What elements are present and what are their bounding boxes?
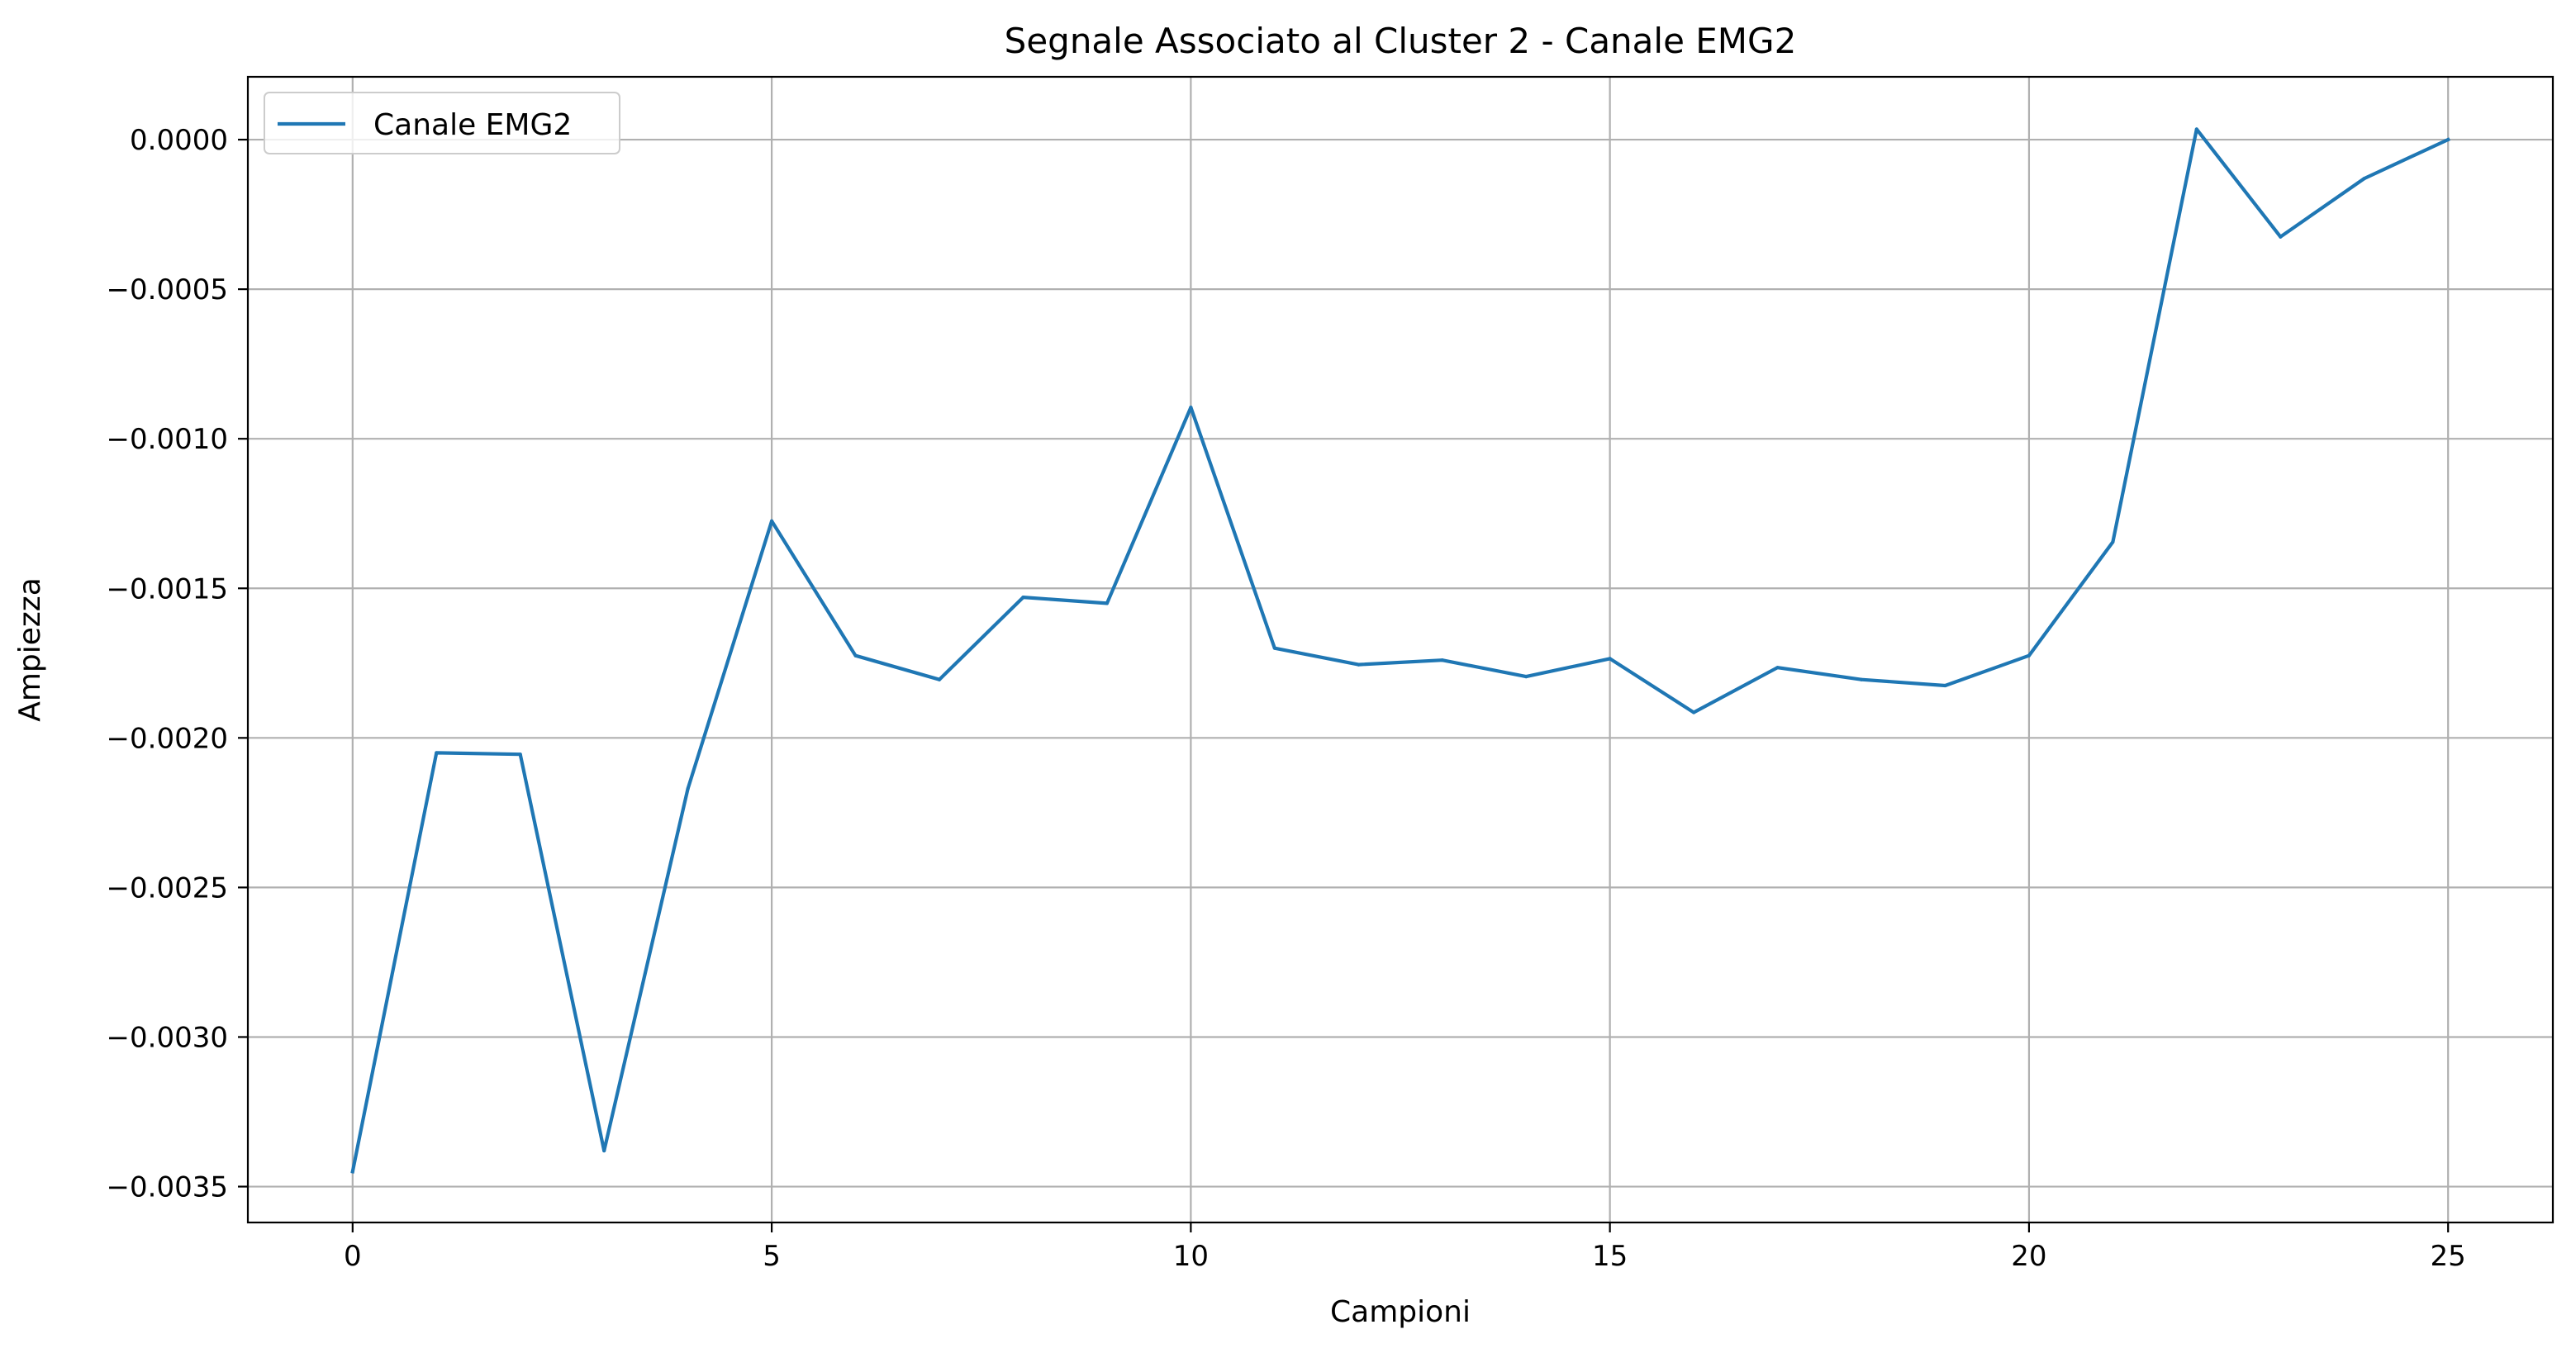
- grid: [248, 77, 2553, 1222]
- data-point: [1775, 666, 1780, 670]
- data-point: [1943, 683, 1947, 688]
- data-point: [686, 786, 690, 790]
- x-axis-label: Campioni: [1330, 1295, 1471, 1329]
- y-tick-label: −0.0030: [107, 1021, 228, 1054]
- data-point: [1608, 657, 1612, 661]
- series-line-canale-emg2: [350, 127, 2450, 1174]
- plot-frame: [246, 75, 2555, 1224]
- data-point: [602, 1148, 606, 1153]
- y-tick-label: −0.0005: [107, 273, 228, 306]
- x-tick-label: 20: [2011, 1240, 2046, 1273]
- data-point: [1859, 677, 1864, 681]
- chart-title: Segnale Associato al Cluster 2 - Canale …: [1005, 21, 1797, 61]
- data-point: [1021, 596, 1025, 600]
- x-tick-label: 15: [1592, 1240, 1628, 1273]
- data-point: [1189, 406, 1193, 410]
- data-point: [1272, 646, 1276, 650]
- data-point: [435, 751, 439, 755]
- y-axis-label: Ampiezza: [13, 577, 47, 722]
- x-tick-label: 25: [2431, 1240, 2466, 1273]
- legend-entry-canale-emg2: Canale EMG2: [373, 108, 572, 142]
- y-tick-label: −0.0035: [107, 1171, 228, 1204]
- data-point: [853, 653, 858, 658]
- legend: Canale EMG2: [264, 92, 620, 154]
- y-tick-label: −0.0010: [107, 423, 228, 456]
- ticks: 0 5 10 15 20 25 0.0000 −0.0005 −0.0010 −0.0015 −0.…: [107, 124, 2466, 1273]
- legend-box: [264, 92, 620, 154]
- data-point: [350, 1170, 354, 1174]
- data-point: [1105, 601, 1110, 605]
- data-point: [937, 677, 942, 681]
- x-tick-label: 0: [344, 1240, 362, 1273]
- y-tick-label: −0.0015: [107, 572, 228, 605]
- data-point: [1524, 674, 1528, 679]
- y-tick-label: −0.0025: [107, 871, 228, 904]
- y-tick-label: 0.0000: [130, 124, 228, 157]
- data-point: [1357, 662, 1361, 667]
- data-point: [2279, 235, 2283, 239]
- data-point: [2446, 137, 2450, 142]
- x-tick-label: 10: [1173, 1240, 1209, 1273]
- y-tick-label: −0.0020: [107, 722, 228, 755]
- x-tick-label: 5: [763, 1240, 781, 1273]
- data-point: [769, 519, 774, 523]
- data-point: [2111, 540, 2115, 544]
- data-point: [2027, 653, 2032, 658]
- data-point: [1440, 658, 1444, 662]
- data-point: [2362, 177, 2366, 181]
- data-point: [518, 752, 522, 757]
- series-layer: [350, 127, 2450, 1174]
- data-point: [2194, 127, 2198, 131]
- data-point: [1691, 710, 1696, 714]
